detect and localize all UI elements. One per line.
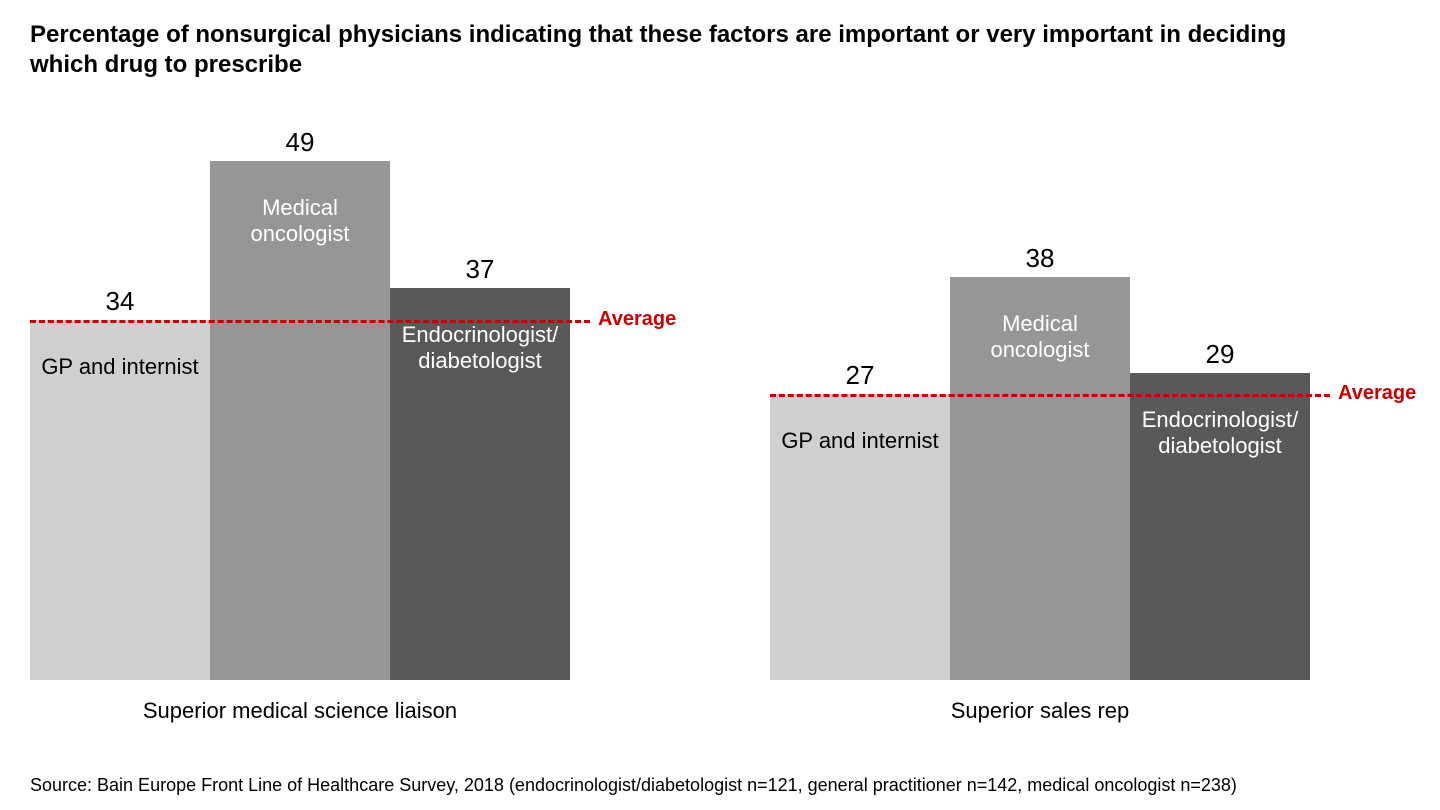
bars-area: 34GP and internist49Medical oncologist37…	[30, 120, 570, 680]
bar: 38Medical oncologist	[950, 277, 1130, 680]
bar-value: 34	[30, 286, 210, 317]
average-line	[770, 394, 1330, 397]
chart-title: Percentage of nonsurgical physicians ind…	[30, 20, 1350, 80]
panel-caption: Superior sales rep	[770, 698, 1310, 724]
chart-page: Percentage of nonsurgical physicians ind…	[0, 0, 1440, 810]
bar-value: 38	[950, 243, 1130, 274]
bar: 34GP and internist	[30, 320, 210, 680]
bar-label: Medical oncologist	[950, 311, 1130, 364]
chart-panel: 34GP and internist49Medical oncologist37…	[30, 120, 570, 724]
bar-value: 29	[1130, 339, 1310, 370]
bar-label: GP and internist	[773, 428, 946, 454]
bar-label: Endocrinologist/ diabetologist	[1130, 407, 1310, 460]
average-line	[30, 320, 590, 323]
chart-panel: 27GP and internist38Medical oncologist29…	[770, 120, 1310, 724]
bar-value: 27	[770, 360, 950, 391]
bar: 27GP and internist	[770, 394, 950, 680]
bar: 49Medical oncologist	[210, 161, 390, 680]
bar-label: Endocrinologist/ diabetologist	[390, 322, 570, 375]
bar: 29Endocrinologist/ diabetologist	[1130, 373, 1310, 680]
bar-label: Medical oncologist	[210, 195, 390, 248]
bars-area: 27GP and internist38Medical oncologist29…	[770, 120, 1310, 680]
charts-row: 34GP and internist49Medical oncologist37…	[30, 120, 1410, 724]
bar: 37Endocrinologist/ diabetologist	[390, 288, 570, 680]
average-label: Average	[1338, 382, 1416, 405]
average-label: Average	[598, 308, 676, 331]
bar-value: 37	[390, 254, 570, 285]
source-footnote: Source: Bain Europe Front Line of Health…	[30, 775, 1237, 796]
panel-caption: Superior medical science liaison	[30, 698, 570, 724]
bar-label: GP and internist	[33, 354, 206, 380]
bar-value: 49	[210, 127, 390, 158]
